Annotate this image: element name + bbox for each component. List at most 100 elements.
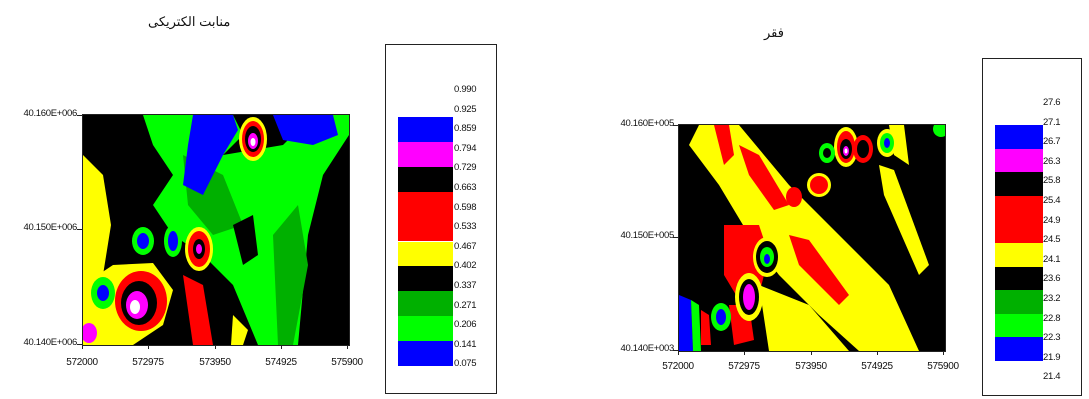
chart-1-ytick-mark — [77, 115, 82, 116]
chart-1-xtick-mark — [215, 345, 216, 349]
contour-yellow-band — [689, 125, 919, 351]
legend-level-label: 22.3 — [1043, 332, 1061, 344]
chart-2-ytick: 40.160E+005 — [620, 118, 675, 129]
contour-r-edge-red — [701, 310, 711, 345]
contour-r-edge-green — [691, 300, 701, 351]
contour-green-gap — [233, 215, 258, 265]
chart-1-ytick-mark — [77, 344, 82, 345]
legend-swatch — [995, 195, 1043, 220]
hotspot-r-bl-magenta — [743, 284, 755, 310]
contour-bottom-red — [183, 275, 213, 345]
legend-swatch — [398, 316, 453, 342]
spot-corner-magenta — [83, 323, 97, 343]
legend-level-label: 0.402 — [454, 260, 477, 272]
contour-red-streak-1 — [739, 145, 789, 210]
legend-level-label: 0.075 — [454, 358, 477, 370]
chart-2-ytick-mark — [673, 237, 678, 238]
legend-level-label: 21.9 — [1043, 351, 1061, 363]
spot-r-red-mid-b — [810, 176, 828, 194]
legend-swatch — [398, 166, 453, 192]
chart-2-title: فقر — [764, 25, 784, 40]
contour-r-edge-blue — [679, 295, 693, 351]
legend-level-label: 27.6 — [1043, 97, 1061, 108]
legend-level-label: 23.6 — [1043, 273, 1061, 285]
legend-swatch — [995, 125, 1043, 149]
contour-red-streak-3 — [714, 125, 734, 165]
legend-swatch — [398, 266, 453, 292]
legend-swatch — [398, 117, 453, 142]
legend-level-label: 0.990 — [454, 84, 477, 95]
chart-2-xtick: 572000 — [662, 361, 694, 372]
spot-r-top-3b — [884, 138, 890, 148]
chart-2-xtick-mark — [811, 351, 812, 355]
legend-level-label: 0.467 — [454, 240, 477, 252]
legend-level-label: 0.729 — [454, 162, 477, 174]
chart-1-xtick-mark — [281, 345, 282, 349]
chart-2-legend: 27.6 27.1 26.7 26.3 25.8 25.4 24.9 24.5 24.1 23.6… — [982, 58, 1082, 396]
contour-blue-top — [183, 115, 238, 195]
spot-mid-1-blue — [137, 233, 149, 249]
legend-swatch — [995, 337, 1043, 361]
spot-bl-blue — [97, 285, 109, 301]
legend-swatch — [398, 341, 453, 366]
legend-level-label: 26.7 — [1043, 136, 1061, 148]
legend-level-label: 25.4 — [1043, 195, 1061, 206]
contour-yellow-band-2 — [759, 285, 849, 351]
legend-level-label: 23.2 — [1043, 293, 1061, 304]
spot-r-bl-green-b — [716, 309, 726, 325]
legend-swatch — [995, 313, 1043, 338]
spot-r-red-mid-2 — [786, 187, 802, 207]
legend-level-label: 0.533 — [454, 221, 477, 233]
chart-1-ytick: 40.160E+006 — [23, 108, 78, 119]
legend-level-label: 22.8 — [1043, 312, 1061, 324]
legend-level-label: 0.337 — [454, 280, 477, 291]
contour-blue-right — [273, 115, 338, 145]
chart-1-xtick-mark — [148, 345, 149, 349]
chart-1-contours — [83, 115, 349, 345]
legend-level-label: 0.598 — [454, 201, 477, 213]
legend-level-label: 24.5 — [1043, 234, 1061, 246]
contour-green-right — [273, 205, 308, 345]
chart-2-plot-area — [678, 124, 946, 352]
chart-2-ytick: 40.140E+003 — [620, 343, 675, 354]
chart-2-xtick: 575900 — [927, 361, 959, 372]
legend-level-label: 0.794 — [454, 142, 477, 154]
legend-swatch — [398, 241, 453, 267]
legend-swatch — [398, 216, 453, 242]
spot-r-top-2b — [857, 140, 869, 158]
legend-level-label: 0.663 — [454, 182, 477, 193]
chart-1-plot-area — [82, 114, 350, 346]
hotspot-r-top-white — [844, 148, 848, 154]
chart-1-xtick: 574925 — [265, 357, 297, 368]
legend-level-label: 0.925 — [454, 103, 477, 115]
chart-1-ytick: 40.140E+006 — [23, 337, 78, 348]
chart-1-xtick: 575900 — [331, 357, 363, 368]
chart-1-xtick: 572000 — [66, 357, 98, 368]
chart-1-xtick: 572975 — [132, 357, 164, 368]
chart-1-ytick-mark — [77, 229, 82, 230]
chart-2-ytick-mark — [673, 350, 678, 351]
legend-swatch — [995, 243, 1043, 267]
legend-level-label: 0.859 — [454, 123, 477, 135]
chart-1-xtick-mark — [82, 345, 83, 349]
chart-2-xtick-mark — [744, 351, 745, 355]
legend-swatch — [995, 290, 1043, 314]
hotspot-bl-white — [130, 300, 140, 314]
chart-1-xtick: 573950 — [199, 357, 231, 368]
legend-swatch — [995, 219, 1043, 243]
chart-2-contours — [679, 125, 945, 351]
legend-level-label: 0.271 — [454, 299, 477, 311]
spot-r-top-4b — [823, 148, 831, 158]
contour-yellow-right — [879, 165, 929, 275]
legend-level-label: 26.3 — [1043, 155, 1061, 167]
legend-level-label: 27.1 — [1043, 116, 1061, 128]
chart-1-title: منابت الکتریکی — [148, 14, 231, 29]
legend-swatch — [995, 172, 1043, 196]
legend-swatch — [398, 291, 453, 317]
chart-2-xtick-mark — [943, 351, 944, 355]
legend-level-label: 25.8 — [1043, 175, 1061, 187]
legend-swatch — [398, 141, 453, 167]
contour-bottom-yellow-2 — [231, 315, 248, 345]
legend-level-label: 0.206 — [454, 319, 477, 331]
contour-yellow-left — [83, 155, 111, 290]
